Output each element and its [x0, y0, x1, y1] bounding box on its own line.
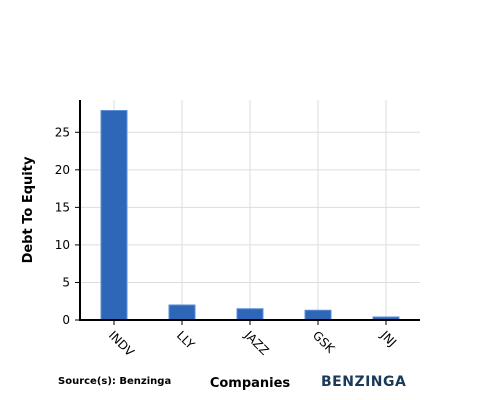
bar-gsk	[304, 309, 332, 321]
source-note: Source(s): Benzinga	[58, 376, 171, 387]
bars	[100, 110, 400, 321]
x-tick-label-jazz: JAZZ	[241, 328, 271, 358]
y-tick-label: 15	[55, 200, 70, 214]
x-tick-label-indv: INDV	[106, 328, 137, 359]
y-tick-label: 10	[55, 238, 70, 252]
x-tick-labels: INDV LLY JAZZ GSK JNJ	[106, 328, 399, 360]
y-tick-label: 5	[62, 275, 70, 289]
x-axis-title: Companies	[210, 376, 291, 391]
x-tick-label-jnj: JNJ	[377, 328, 399, 350]
bar-jazz	[236, 308, 264, 321]
bar-lly	[168, 304, 196, 321]
y-tick-label: 25	[55, 125, 70, 139]
brand-logo: BENZINGA	[321, 374, 406, 390]
y-tick-label: 20	[55, 163, 70, 177]
x-tick-label-lly: LLY	[174, 328, 198, 352]
y-axis-title: Debt To Equity	[21, 156, 36, 263]
bar-indv	[100, 110, 128, 321]
x-tick-label-gsk: GSK	[310, 328, 338, 356]
y-tick-label: 0	[62, 313, 70, 327]
y-tick-labels: 0 5 10 15 20 25	[55, 125, 70, 327]
